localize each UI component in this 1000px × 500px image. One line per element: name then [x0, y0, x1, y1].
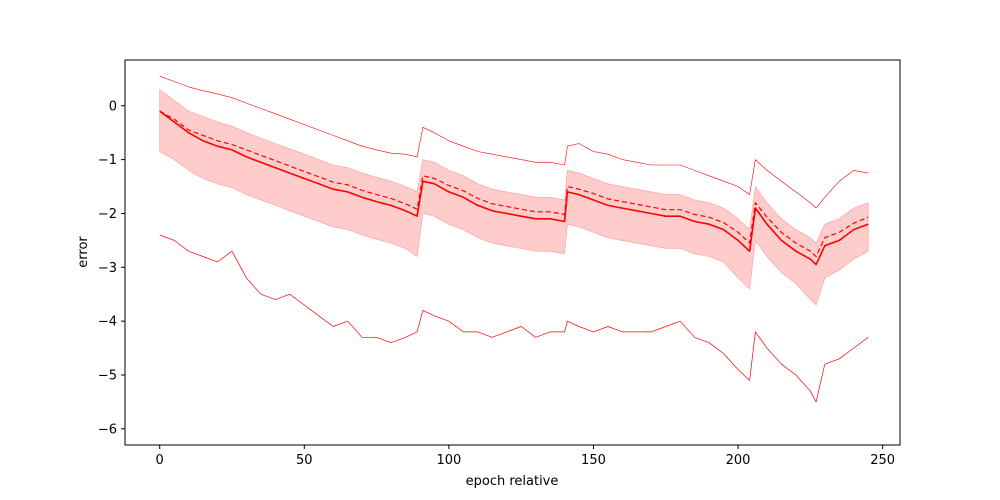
- y-tick-label: −6: [98, 422, 117, 437]
- series-layer: [159, 75, 869, 403]
- y-axis: 0 −1 −2 −3 −4 −5 −6: [98, 99, 125, 437]
- y-tick-label: −1: [98, 153, 117, 168]
- y-tick-label: 0: [109, 99, 117, 114]
- series-solid-line: [159, 110, 869, 266]
- x-tick-label: 200: [726, 453, 751, 468]
- series-upper-thin-line: [159, 75, 869, 209]
- y-tick-label: −3: [98, 261, 117, 276]
- confidence-band-layer: [159, 89, 869, 306]
- x-tick-label: 0: [156, 453, 164, 468]
- confidence-band: [159, 89, 869, 306]
- x-axis: 0 50 100 150 200 250: [156, 445, 895, 468]
- plot-frame: [124, 59, 901, 446]
- y-axis-label: error: [76, 236, 91, 268]
- x-tick-label: 150: [581, 453, 606, 468]
- y-tick-label: −2: [98, 207, 117, 222]
- series-lower-noisy-line: [159, 234, 869, 403]
- y-tick-label: −4: [98, 315, 117, 330]
- series-dashed-line: [159, 110, 869, 258]
- x-tick-label: 50: [296, 453, 313, 468]
- x-tick-label: 250: [870, 453, 895, 468]
- y-tick-label: −5: [98, 369, 117, 384]
- x-axis-label: epoch relative: [466, 474, 559, 489]
- x-tick-label: 100: [436, 453, 461, 468]
